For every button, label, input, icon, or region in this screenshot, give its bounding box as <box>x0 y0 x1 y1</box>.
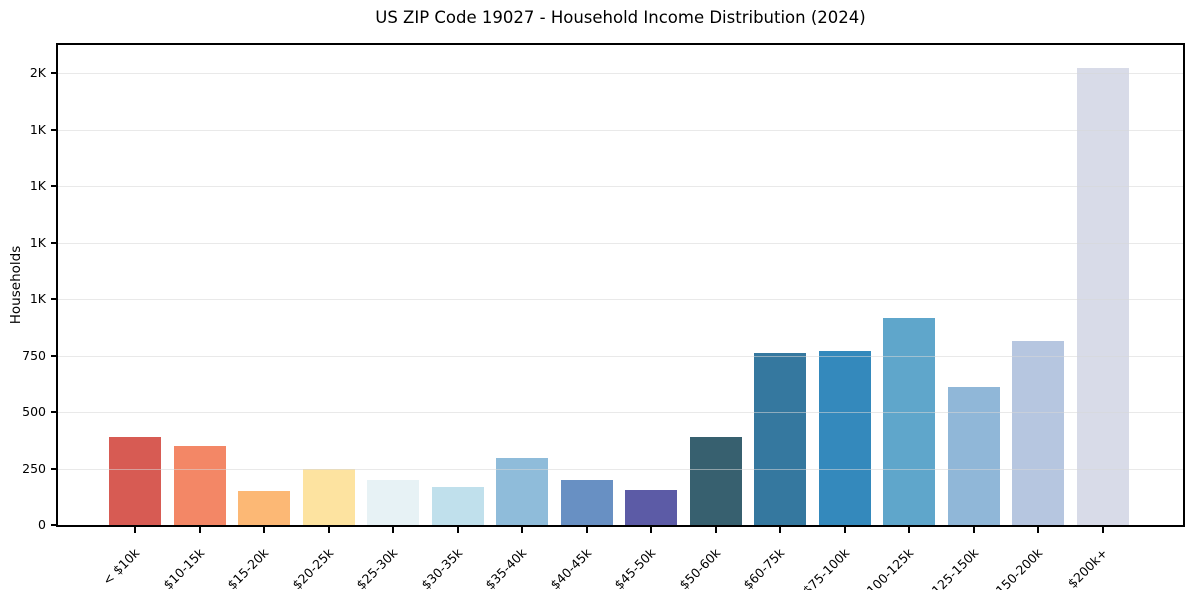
bar <box>173 445 226 525</box>
gridline <box>58 412 1183 414</box>
bar <box>1076 67 1129 525</box>
y-tick-mark <box>51 298 57 301</box>
x-tick-mark <box>908 527 911 533</box>
x-tick-mark <box>1037 527 1040 533</box>
bar <box>818 351 871 525</box>
y-tick-mark <box>51 72 57 75</box>
x-tick-mark <box>843 527 846 533</box>
bar <box>238 491 291 525</box>
gridline <box>58 129 1183 131</box>
x-tick-mark <box>198 527 201 533</box>
bar <box>560 480 613 525</box>
y-tick-mark <box>51 128 57 131</box>
x-tick-label: < $10k <box>99 545 143 589</box>
x-tick-mark <box>134 527 137 533</box>
y-tick-label: 1K <box>29 291 46 307</box>
y-tick-label: 1K <box>29 121 46 137</box>
y-tick-label: 500 <box>22 404 46 420</box>
y-tick-label: 750 <box>22 347 46 363</box>
y-tick-label: 2K <box>29 65 46 81</box>
bar <box>883 318 936 525</box>
x-tick-mark <box>585 527 588 533</box>
bar <box>689 437 742 525</box>
chart-title: US ZIP Code 19027 - Household Income Dis… <box>375 8 866 27</box>
y-tick-mark <box>51 467 57 470</box>
bar <box>1012 340 1065 525</box>
bar <box>367 479 420 525</box>
x-tick-mark <box>392 527 395 533</box>
y-tick-label: 1K <box>29 178 46 194</box>
gridline <box>58 73 1183 75</box>
bar <box>947 387 1000 525</box>
y-tick-mark <box>51 241 57 244</box>
x-tick-mark <box>714 527 717 533</box>
y-tick-mark <box>51 354 57 357</box>
y-tick-label: 0 <box>38 517 46 532</box>
x-tick-mark <box>456 527 459 533</box>
plot-area <box>56 43 1185 527</box>
x-tick-mark <box>327 527 330 533</box>
x-tick-mark <box>779 527 782 533</box>
gridline <box>58 299 1183 301</box>
x-tick-mark <box>972 527 975 533</box>
x-tick-mark <box>1101 527 1104 533</box>
x-tick-mark <box>650 527 653 533</box>
y-tick-mark <box>51 411 57 414</box>
x-tick-mark <box>521 527 524 533</box>
y-tick-label: 1K <box>29 234 46 250</box>
bar <box>754 353 807 525</box>
bar <box>625 490 678 525</box>
gridline <box>58 186 1183 188</box>
bar <box>302 468 355 525</box>
y-tick-label: 250 <box>22 460 46 476</box>
y-tick-mark <box>51 185 57 188</box>
y-axis-label: Households <box>8 245 24 325</box>
gridline <box>58 242 1183 244</box>
bar <box>109 436 162 525</box>
y-tick-mark <box>51 524 57 526</box>
gridline <box>58 468 1183 470</box>
gridline <box>58 355 1183 357</box>
bar <box>431 487 484 525</box>
x-tick-mark <box>263 527 266 533</box>
